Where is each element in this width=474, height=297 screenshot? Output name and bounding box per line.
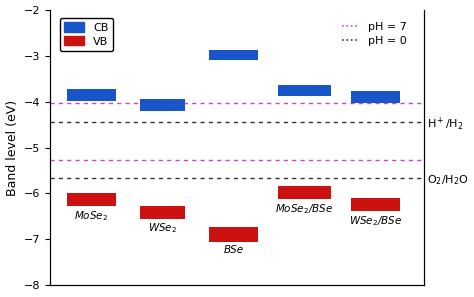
Text: MoSe$_2$: MoSe$_2$ — [74, 209, 109, 223]
Legend: pH = 7, pH = 0: pH = 7, pH = 0 — [338, 18, 411, 50]
Bar — [209, 227, 258, 242]
Bar — [278, 85, 331, 97]
Bar — [209, 50, 258, 60]
Text: WSe$_2$/BSe: WSe$_2$/BSe — [349, 214, 402, 228]
Y-axis label: Band level (eV): Band level (eV) — [6, 99, 18, 195]
Bar — [140, 206, 185, 219]
Bar — [140, 99, 185, 111]
Text: MoSe$_2$/BSe: MoSe$_2$/BSe — [275, 202, 334, 216]
Bar — [351, 91, 400, 103]
Text: BSe: BSe — [223, 245, 244, 255]
Bar — [278, 186, 331, 199]
Bar — [351, 198, 400, 211]
Bar — [67, 192, 116, 206]
Text: WSe$_2$: WSe$_2$ — [148, 222, 177, 235]
Bar — [67, 89, 116, 101]
